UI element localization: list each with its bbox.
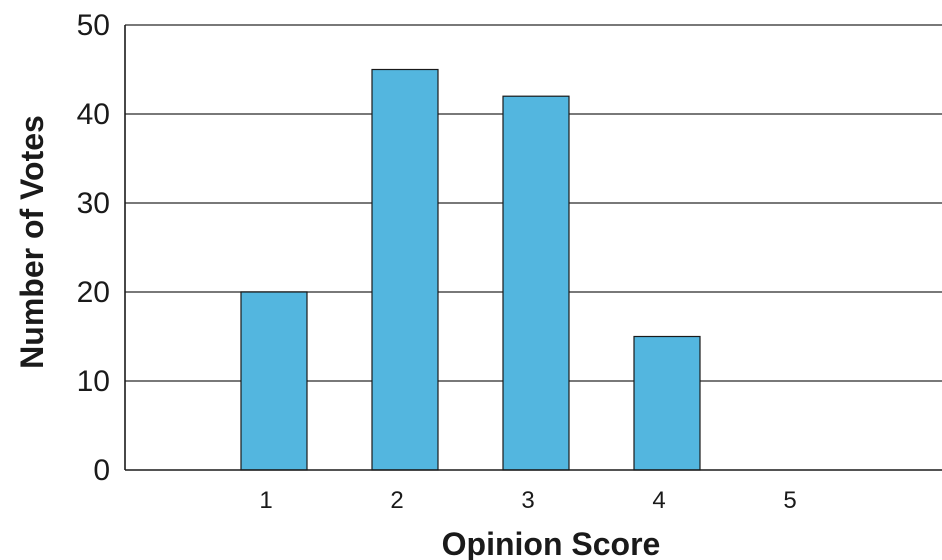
bar-1	[240, 291, 308, 471]
x-axis-label: Opinion Score	[442, 526, 661, 560]
y-tick-label: 40	[77, 98, 110, 131]
x-tick-label: 1	[259, 487, 272, 514]
bar-3	[502, 95, 570, 471]
bars	[240, 68, 701, 471]
bar-2	[371, 68, 439, 471]
y-axis-label: Number of Votes	[14, 115, 50, 369]
x-tick-labels: 1 2 3 4 5	[259, 487, 796, 514]
x-tick-label: 2	[390, 487, 403, 514]
y-tick-labels: 0 10 20 30 40 50	[77, 9, 110, 487]
y-tick-label: 0	[93, 454, 110, 487]
y-tick-label: 10	[77, 365, 110, 398]
axes	[124, 25, 942, 471]
bar-4	[633, 335, 701, 471]
x-tick-label: 3	[521, 487, 534, 514]
x-tick-label: 4	[652, 487, 665, 514]
y-tick-label: 30	[77, 187, 110, 220]
y-tick-label: 50	[77, 9, 110, 42]
y-tick-label: 20	[77, 276, 110, 309]
x-tick-label: 5	[783, 487, 796, 514]
